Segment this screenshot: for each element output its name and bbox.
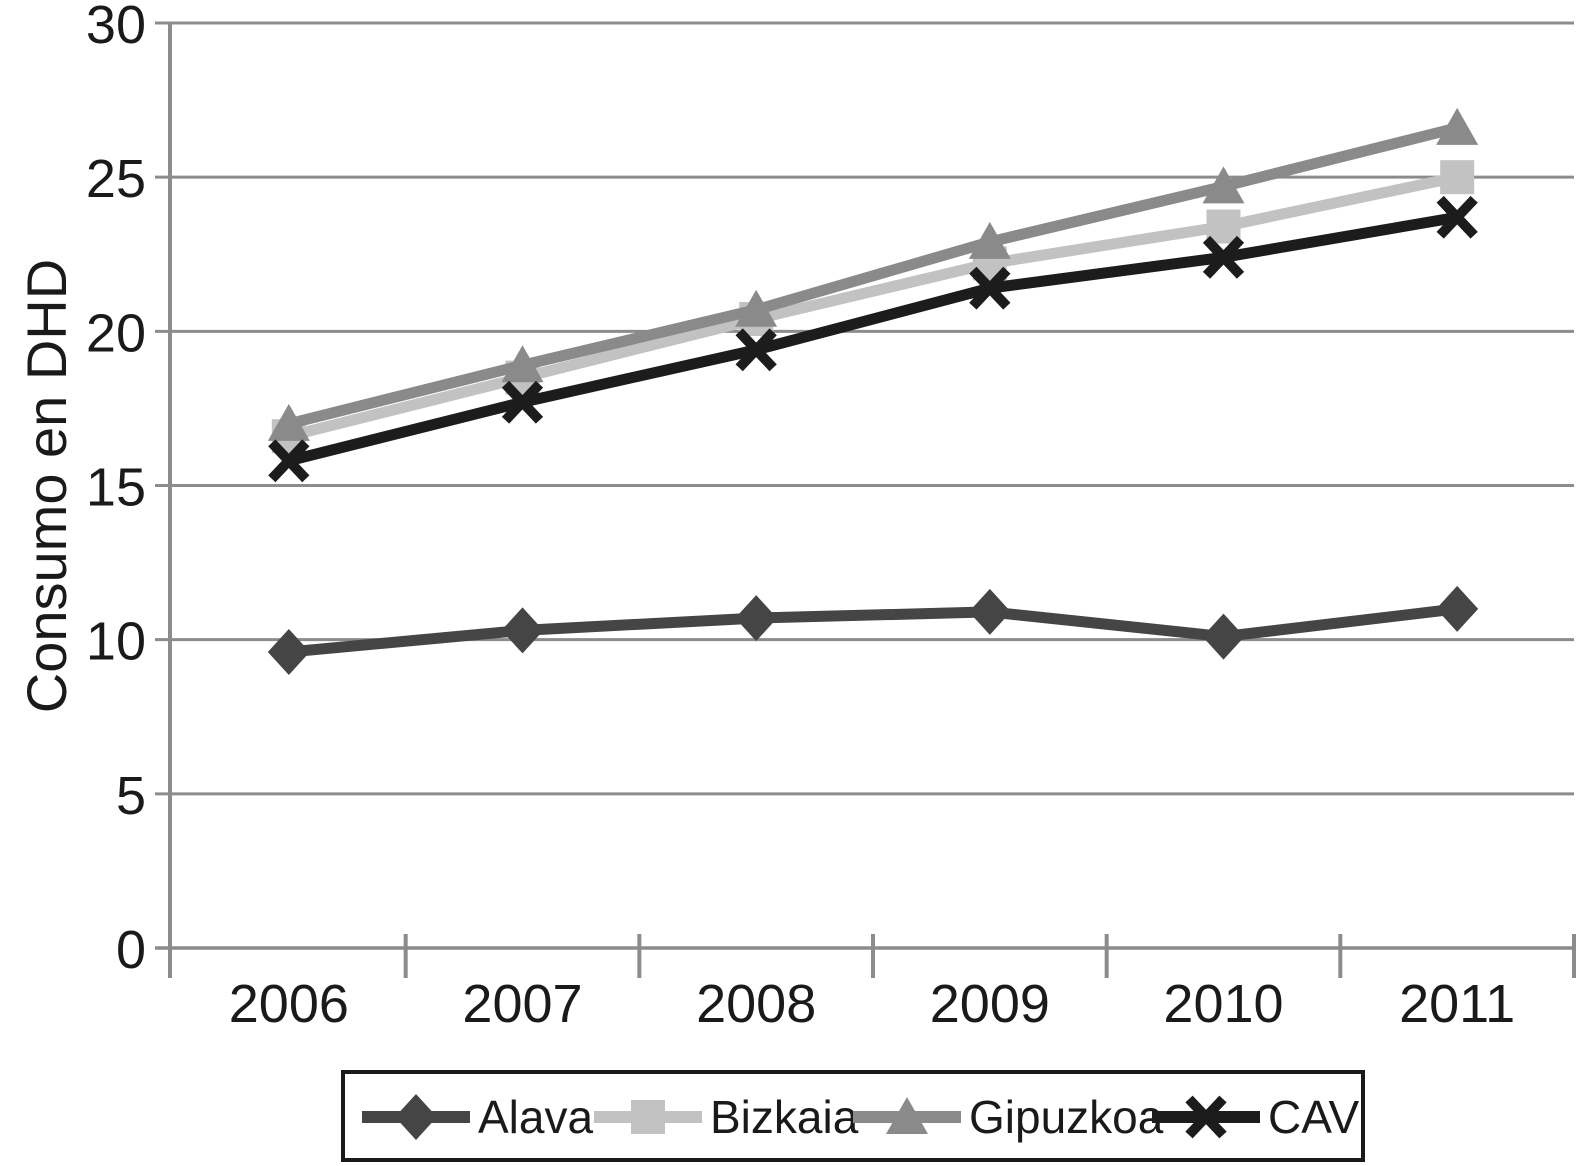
- y-tick-label: 0: [116, 920, 146, 980]
- data-point-cav: [735, 328, 777, 372]
- x-tick-label: 2009: [930, 974, 1050, 1034]
- y-tick-label: 10: [86, 612, 146, 672]
- series-line-bizkaia: [287, 171, 1459, 442]
- data-point-alava: [735, 595, 778, 642]
- series-cav: [268, 195, 1478, 483]
- data-point-cav: [969, 266, 1011, 310]
- data-point-gipuzkoa: [267, 403, 310, 441]
- series-line-alava: [288, 603, 1458, 658]
- data-point-alava: [1436, 585, 1479, 632]
- data-point-bizkaia: [1440, 160, 1475, 195]
- x-tick-label: 2008: [696, 974, 816, 1034]
- legend-item-bizkaia: Bizkaia: [594, 1091, 859, 1143]
- series-alava: [267, 585, 1479, 675]
- y-tick-label: 20: [86, 303, 146, 363]
- series-bizkaia: [271, 160, 1475, 454]
- series-gipuzkoa: [267, 107, 1479, 441]
- data-point-alava: [267, 629, 310, 675]
- series-line-gipuzkoa: [287, 122, 1459, 430]
- legend-item-cav: CAV: [1152, 1091, 1359, 1143]
- legend-item-alava: Alava: [362, 1091, 593, 1143]
- y-tick-label: 15: [86, 458, 146, 518]
- data-point-cav: [268, 439, 310, 483]
- y-axis-title: Consumo en DHD: [15, 259, 78, 713]
- legend-label: CAV: [1268, 1091, 1359, 1143]
- legend-label: Bizkaia: [710, 1091, 859, 1143]
- data-point-gipuzkoa: [1436, 107, 1479, 145]
- legend: Alava Bizkaia Gipuzkoa CAV: [341, 1070, 1365, 1162]
- data-point-gipuzkoa: [1202, 166, 1245, 204]
- legend-marker-square-icon: [631, 1100, 665, 1134]
- legend-marker-x-icon: [1185, 1095, 1227, 1139]
- data-point-cav: [1436, 195, 1478, 239]
- data-point-alava: [1202, 613, 1245, 660]
- x-tick-label: 2006: [229, 974, 349, 1034]
- legend-label: Gipuzkoa: [969, 1091, 1164, 1143]
- data-point-alava: [501, 607, 544, 654]
- y-tick-label: 30: [86, 0, 146, 55]
- legend-label: Alava: [478, 1091, 593, 1143]
- x-tick-label: 2011: [1399, 974, 1515, 1034]
- data-point-alava: [968, 588, 1011, 635]
- y-tick-label: 25: [86, 149, 146, 209]
- series-line-cav: [287, 211, 1459, 467]
- legend-marker-diamond-icon: [395, 1094, 437, 1140]
- y-tick-label: 5: [116, 766, 146, 826]
- data-point-cav: [501, 380, 544, 424]
- data-point-gipuzkoa: [501, 345, 544, 383]
- x-tick-label: 2010: [1163, 974, 1283, 1034]
- data-point-cav: [1202, 235, 1245, 279]
- data-point-bizkaia: [1206, 209, 1241, 244]
- data-point-gipuzkoa: [968, 221, 1011, 259]
- data-point-gipuzkoa: [735, 289, 778, 327]
- x-tick-label: 2007: [462, 974, 582, 1034]
- legend-item-gipuzkoa: Gipuzkoa: [853, 1091, 1164, 1143]
- legend-marker-triangle-icon: [886, 1097, 928, 1134]
